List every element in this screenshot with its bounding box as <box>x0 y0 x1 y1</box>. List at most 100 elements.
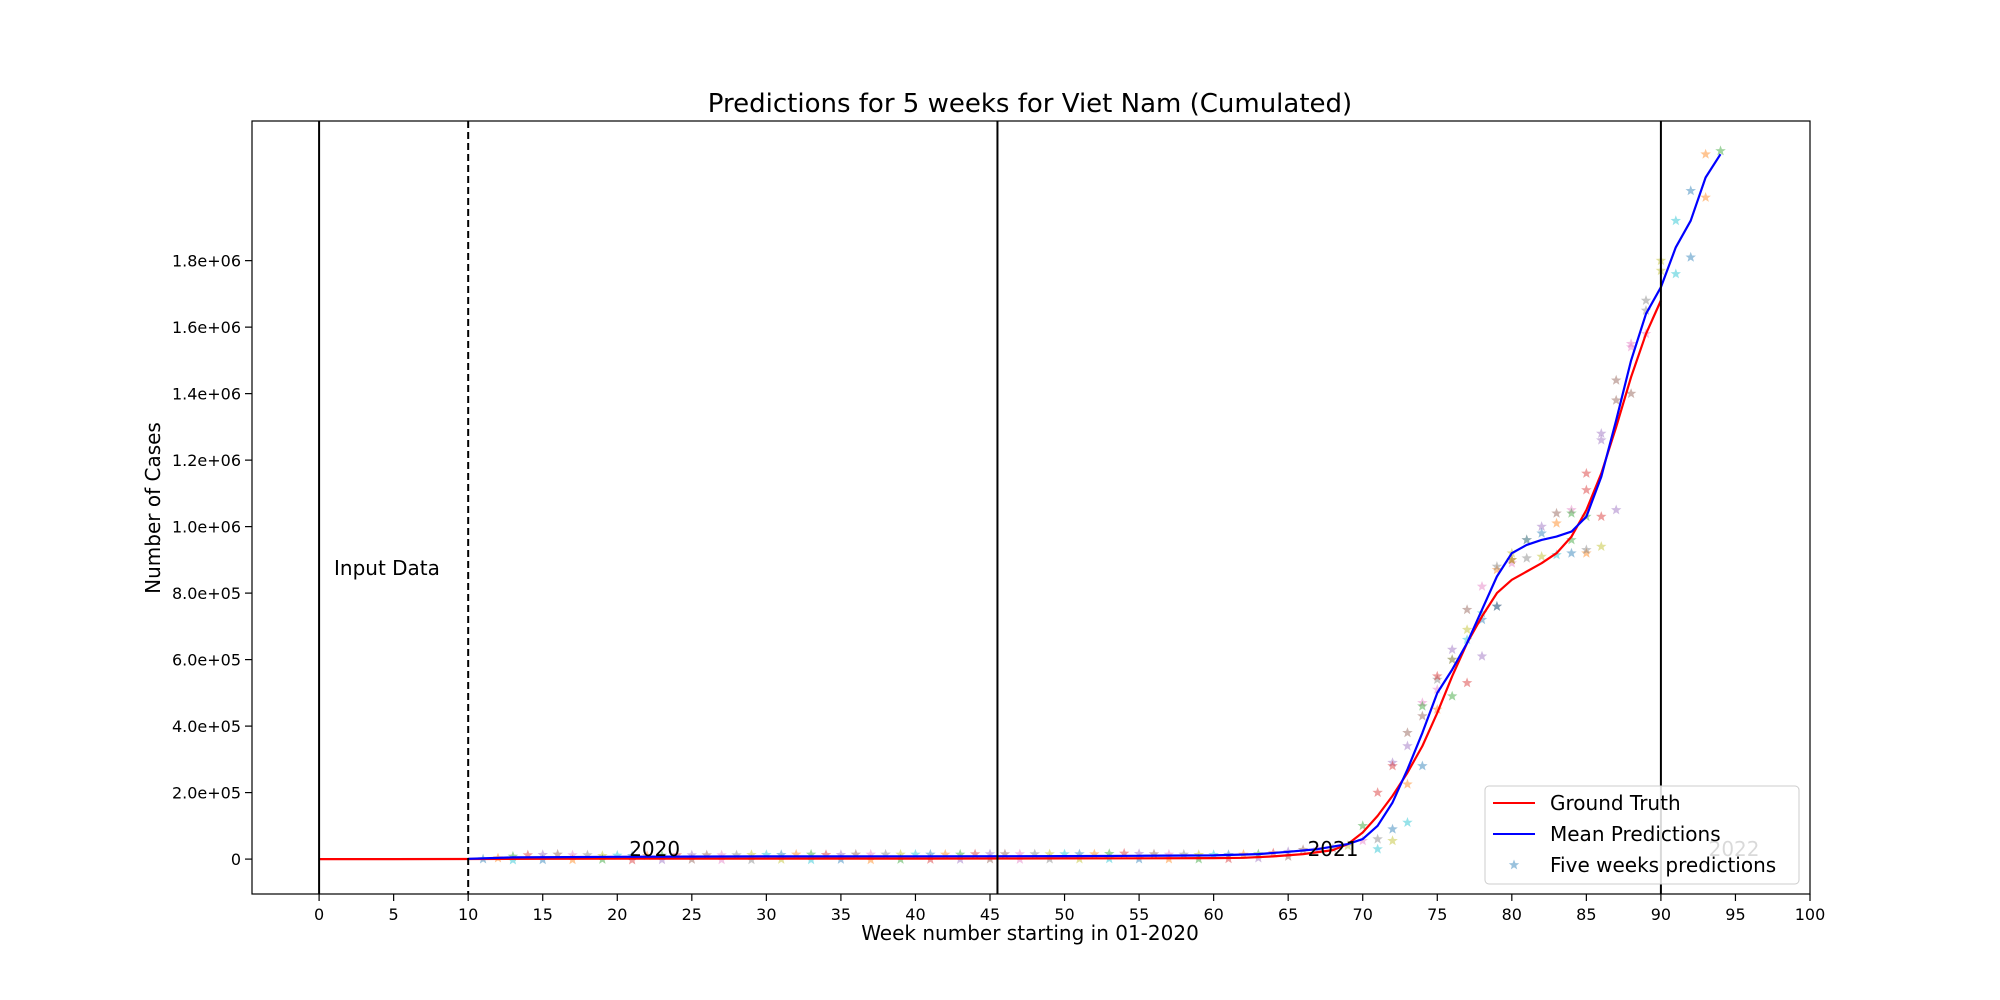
prediction-point <box>910 848 921 859</box>
prediction-point <box>791 848 802 859</box>
prediction-point <box>1357 820 1368 831</box>
annotation-2021: 2021 <box>1308 837 1359 861</box>
y-tick-label: 1.6e+06 <box>172 318 241 337</box>
prediction-point <box>1596 511 1607 522</box>
prediction-point <box>1402 727 1413 738</box>
prediction-point <box>1521 552 1532 563</box>
x-tick-label: 15 <box>533 905 553 924</box>
prediction-point <box>507 850 519 861</box>
prediction-point <box>1476 650 1488 661</box>
prediction-point <box>1596 428 1607 438</box>
prediction-point <box>1417 700 1428 711</box>
prediction-point <box>1566 507 1577 518</box>
prediction-point <box>522 849 533 860</box>
prediction-point <box>940 848 951 859</box>
prediction-point <box>1625 388 1637 399</box>
legend: Ground Truth Mean Predictions Five weeks… <box>1484 785 1800 885</box>
prediction-point <box>1029 848 1040 859</box>
x-tick-label: 35 <box>831 905 851 924</box>
prediction-point <box>701 849 712 860</box>
prediction-point <box>1715 145 1726 156</box>
x-tick-label: 90 <box>1651 905 1671 924</box>
prediction-point <box>1700 192 1711 202</box>
prediction-point <box>1447 644 1458 655</box>
prediction-point <box>865 848 876 859</box>
prediction-point <box>1685 185 1696 196</box>
prediction-point <box>1491 600 1503 611</box>
legend-label-five-weeks-predictions: Five weeks predictions <box>1550 853 1776 877</box>
prediction-point <box>1581 467 1592 478</box>
legend-label-ground-truth: Ground Truth <box>1550 791 1681 815</box>
prediction-point <box>1193 849 1204 860</box>
y-axis-label: Number of Cases <box>141 422 165 594</box>
x-tick-label: 0 <box>314 905 324 924</box>
mean-predictions-line <box>468 153 1722 860</box>
prediction-point <box>1297 844 1309 855</box>
ground-truth-line <box>319 300 1662 861</box>
prediction-point <box>1611 374 1622 385</box>
prediction-point <box>1402 778 1413 789</box>
x-tick-label: 100 <box>1795 905 1826 924</box>
prediction-point <box>1461 634 1473 645</box>
prediction-point <box>1551 507 1562 518</box>
x-tick-label: 45 <box>980 905 1000 924</box>
prediction-point <box>1372 833 1383 844</box>
prediction-point <box>1566 504 1577 515</box>
x-tick-label: 5 <box>389 905 399 924</box>
prediction-point <box>1432 674 1443 684</box>
prediction-point <box>1536 527 1547 538</box>
prediction-point <box>1417 697 1428 708</box>
prediction-point <box>1611 394 1622 405</box>
prediction-point <box>955 848 966 859</box>
x-tick-label: 85 <box>1576 905 1596 924</box>
prediction-point <box>776 849 787 860</box>
y-tick-label: 1.2e+06 <box>172 451 241 470</box>
y-tick-label: 2.0e+05 <box>172 784 241 803</box>
x-tick-label: 60 <box>1203 905 1223 924</box>
prediction-point <box>1104 848 1115 859</box>
prediction-point <box>1447 654 1458 665</box>
y-tick-label: 8.0e+05 <box>172 584 241 603</box>
prediction-point <box>925 848 936 859</box>
prediction-point <box>1521 534 1532 545</box>
prediction-point <box>850 848 861 859</box>
prediction-point <box>1685 251 1696 262</box>
prediction-point <box>641 850 653 861</box>
prediction-point <box>597 850 608 861</box>
x-axis-label: Week number starting in 01-2020 <box>861 921 1199 945</box>
prediction-point <box>1640 295 1652 305</box>
prediction-point <box>686 849 697 860</box>
prediction-point <box>627 850 638 861</box>
prediction-point <box>1208 849 1219 860</box>
legend-label-mean-predictions: Mean Predictions <box>1550 822 1721 846</box>
prediction-point <box>537 849 548 860</box>
prediction-point <box>671 849 683 860</box>
prediction-point <box>805 848 817 859</box>
prediction-point <box>1640 305 1652 315</box>
prediction-point <box>1447 654 1458 665</box>
prediction-point <box>1700 148 1711 159</box>
prediction-point <box>1506 557 1517 568</box>
x-tick-label: 75 <box>1427 905 1447 924</box>
prediction-point <box>716 849 727 860</box>
prediction-point <box>880 848 891 859</box>
prediction-point <box>731 849 742 860</box>
x-tick-label: 70 <box>1353 905 1373 924</box>
y-axis: 0 2.0e+05 4.0e+05 6.0e+05 8.0e+05 1.0e+06 1.2e… <box>172 252 252 869</box>
y-tick-label: 1.8e+06 <box>172 252 241 271</box>
prediction-point <box>1476 581 1488 591</box>
prediction-point <box>1596 434 1607 445</box>
prediction-point <box>761 849 772 860</box>
chart-title: Predictions for 5 weeks for Viet Nam (Cu… <box>708 89 1352 119</box>
prediction-point <box>1327 843 1339 853</box>
x-tick-label: 65 <box>1278 905 1298 924</box>
y-tick-label: 1.0e+06 <box>172 518 241 537</box>
prediction-point <box>582 849 593 860</box>
x-tick-label: 20 <box>607 905 627 924</box>
prediction-point <box>1417 760 1428 771</box>
prediction-point <box>1372 843 1383 854</box>
prediction-point <box>1491 561 1503 571</box>
prediction-point <box>1074 848 1085 859</box>
prediction-point <box>984 848 996 859</box>
x-tick-label: 55 <box>1129 905 1149 924</box>
